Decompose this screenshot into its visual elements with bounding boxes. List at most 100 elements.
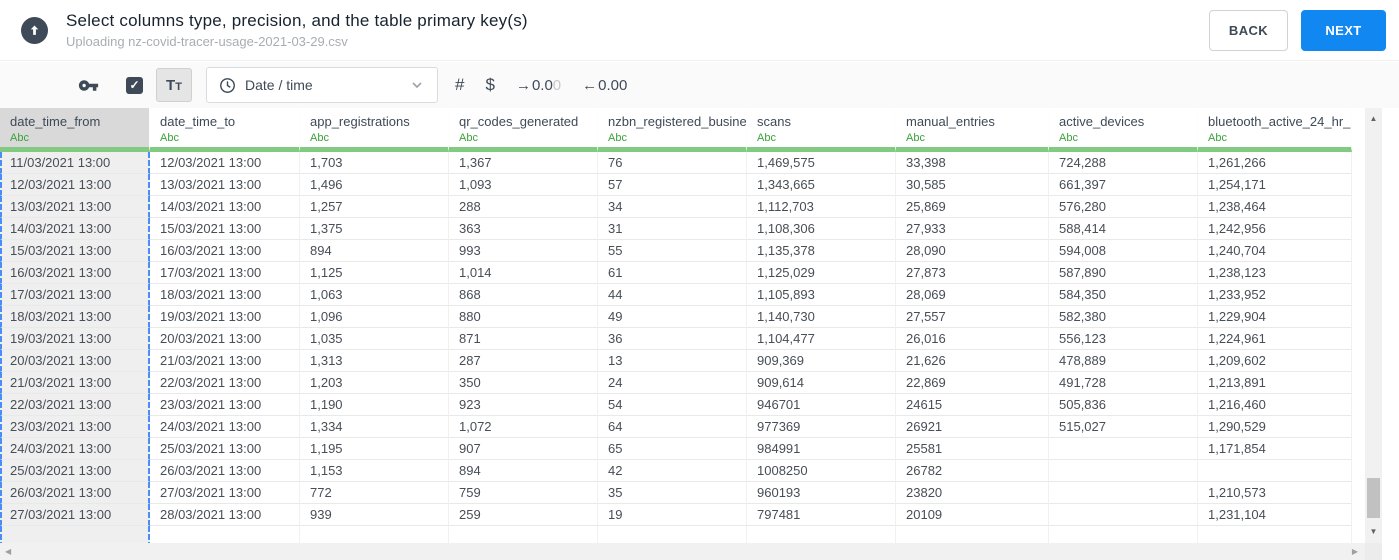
cell[interactable]: 960193 xyxy=(747,482,896,504)
cell[interactable]: 287 xyxy=(449,350,598,372)
cell[interactable]: 1,216,460 xyxy=(1198,394,1352,416)
cell[interactable]: 21/03/2021 13:00 xyxy=(0,372,150,394)
increase-precision-button[interactable]: → 0.0 0 xyxy=(516,77,561,94)
cell[interactable]: 1,063 xyxy=(300,284,449,306)
cell[interactable]: 1,014 xyxy=(449,262,598,284)
cell[interactable]: 26/03/2021 13:00 xyxy=(150,460,300,482)
cell[interactable]: 1,703 xyxy=(300,152,449,174)
cell[interactable]: 17/03/2021 13:00 xyxy=(150,262,300,284)
cell[interactable]: 27,933 xyxy=(896,218,1049,240)
cell[interactable]: 54 xyxy=(598,394,747,416)
cell[interactable]: 19/03/2021 13:00 xyxy=(0,328,150,350)
scroll-left-icon[interactable]: ◀ xyxy=(5,547,12,556)
column-header-app_registrations[interactable]: app_registrations Abc xyxy=(300,108,449,152)
cell[interactable]: 993 xyxy=(449,240,598,262)
cell[interactable]: 1,195 xyxy=(300,438,449,460)
cell[interactable]: 27,873 xyxy=(896,262,1049,284)
cell[interactable]: 1,210,573 xyxy=(1198,482,1352,504)
cell[interactable]: 1,190 xyxy=(300,394,449,416)
cell[interactable]: 13/03/2021 13:00 xyxy=(150,174,300,196)
cell[interactable]: 21/03/2021 13:00 xyxy=(150,350,300,372)
cell[interactable]: 1,203 xyxy=(300,372,449,394)
cell[interactable]: 1,334 xyxy=(300,416,449,438)
cell[interactable]: 1,242,956 xyxy=(1198,218,1352,240)
cell[interactable]: 1,105,893 xyxy=(747,284,896,306)
cell[interactable]: 31 xyxy=(598,218,747,240)
cell[interactable]: 923 xyxy=(449,394,598,416)
cell[interactable] xyxy=(1198,526,1352,543)
cell[interactable]: 25/03/2021 13:00 xyxy=(150,438,300,460)
cell[interactable]: 1,231,104 xyxy=(1198,504,1352,526)
cell[interactable]: 984991 xyxy=(747,438,896,460)
cell[interactable]: 772 xyxy=(300,482,449,504)
column-header-date_time_from[interactable]: date_time_from Abc xyxy=(0,108,150,152)
cell[interactable]: 23/03/2021 13:00 xyxy=(150,394,300,416)
cell[interactable]: 25/03/2021 13:00 xyxy=(0,460,150,482)
cell[interactable]: 42 xyxy=(598,460,747,482)
cell[interactable]: 20109 xyxy=(896,504,1049,526)
cell[interactable] xyxy=(1049,460,1198,482)
cell[interactable]: 1,140,730 xyxy=(747,306,896,328)
column-header-bluetooth_active_24_hr_[interactable]: bluetooth_active_24_hr_ Abc xyxy=(1198,108,1352,152)
cell[interactable]: 65 xyxy=(598,438,747,460)
cell[interactable]: 21,626 xyxy=(896,350,1049,372)
cell[interactable]: 1,254,171 xyxy=(1198,174,1352,196)
cell[interactable] xyxy=(1049,504,1198,526)
cell[interactable]: 1,257 xyxy=(300,196,449,218)
cell[interactable]: 20/03/2021 13:00 xyxy=(150,328,300,350)
column-header-nzbn_registered_busine[interactable]: nzbn_registered_busine Abc xyxy=(598,108,747,152)
cell[interactable]: 582,380 xyxy=(1049,306,1198,328)
cell[interactable] xyxy=(1198,460,1352,482)
cell[interactable]: 14/03/2021 13:00 xyxy=(150,196,300,218)
cell[interactable]: 22,869 xyxy=(896,372,1049,394)
cell[interactable]: 1,093 xyxy=(449,174,598,196)
cell[interactable]: 26/03/2021 13:00 xyxy=(0,482,150,504)
scroll-up-icon[interactable]: ▲ xyxy=(1369,114,1378,123)
column-header-manual_entries[interactable]: manual_entries Abc xyxy=(896,108,1049,152)
cell[interactable]: 15/03/2021 13:00 xyxy=(0,240,150,262)
include-column-checkbox[interactable]: ✓ xyxy=(126,76,143,94)
cell[interactable]: 20/03/2021 13:00 xyxy=(0,350,150,372)
cell[interactable]: 1,125 xyxy=(300,262,449,284)
cell[interactable]: 1,096 xyxy=(300,306,449,328)
cell[interactable]: 724,288 xyxy=(1049,152,1198,174)
cell[interactable] xyxy=(598,526,747,543)
cell[interactable]: 977369 xyxy=(747,416,896,438)
cell[interactable]: 76 xyxy=(598,152,747,174)
cell[interactable]: 57 xyxy=(598,174,747,196)
cell[interactable]: 1,153 xyxy=(300,460,449,482)
column-header-active_devices[interactable]: active_devices Abc xyxy=(1049,108,1198,152)
cell[interactable]: 28/03/2021 13:00 xyxy=(150,504,300,526)
cell[interactable]: 36 xyxy=(598,328,747,350)
cell[interactable]: 26,016 xyxy=(896,328,1049,350)
cell[interactable]: 1,313 xyxy=(300,350,449,372)
cell[interactable]: 1,035 xyxy=(300,328,449,350)
cell[interactable]: 16/03/2021 13:00 xyxy=(150,240,300,262)
column-header-scans[interactable]: scans Abc xyxy=(747,108,896,152)
cell[interactable]: 1,072 xyxy=(449,416,598,438)
cell[interactable]: 44 xyxy=(598,284,747,306)
next-button[interactable]: NEXT xyxy=(1301,10,1386,51)
cell[interactable]: 14/03/2021 13:00 xyxy=(0,218,150,240)
cell[interactable]: 1,496 xyxy=(300,174,449,196)
cell[interactable] xyxy=(150,526,300,543)
cell[interactable]: 576,280 xyxy=(1049,196,1198,218)
cell[interactable]: 1,171,854 xyxy=(1198,438,1352,460)
cell[interactable]: 22/03/2021 13:00 xyxy=(0,394,150,416)
column-type-dropdown[interactable]: Date / time xyxy=(206,67,438,103)
cell[interactable]: 909,614 xyxy=(747,372,896,394)
cell[interactable]: 23820 xyxy=(896,482,1049,504)
vertical-scrollbar-thumb[interactable] xyxy=(1367,478,1380,518)
cell[interactable]: 25,869 xyxy=(896,196,1049,218)
cell[interactable]: 19/03/2021 13:00 xyxy=(150,306,300,328)
cell[interactable]: 907 xyxy=(449,438,598,460)
cell[interactable] xyxy=(449,526,598,543)
cell[interactable]: 27/03/2021 13:00 xyxy=(150,482,300,504)
cell[interactable]: 1,343,665 xyxy=(747,174,896,196)
cell[interactable]: 1,213,891 xyxy=(1198,372,1352,394)
cell[interactable]: 16/03/2021 13:00 xyxy=(0,262,150,284)
cell[interactable] xyxy=(1049,526,1198,543)
cell[interactable]: 27,557 xyxy=(896,306,1049,328)
cell[interactable]: 26921 xyxy=(896,416,1049,438)
cell[interactable]: 18/03/2021 13:00 xyxy=(0,306,150,328)
